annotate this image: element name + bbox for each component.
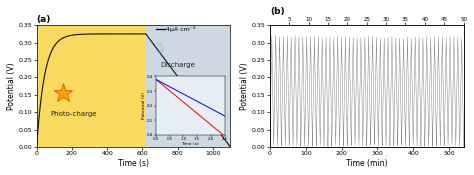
Text: (b): (b) (270, 7, 284, 16)
Text: ☽: ☽ (152, 40, 166, 56)
Text: (a): (a) (36, 15, 51, 24)
Y-axis label: Potential (V): Potential (V) (7, 62, 16, 110)
Text: Discharge: Discharge (160, 62, 195, 68)
Y-axis label: Potential (V): Potential (V) (240, 62, 249, 110)
Text: Photo-charge: Photo-charge (50, 111, 97, 117)
X-axis label: Time (s): Time (s) (118, 159, 149, 168)
X-axis label: Time (min): Time (min) (346, 159, 387, 168)
Bar (36, 25, 146, 147)
Text: 4μA cm⁻²: 4μA cm⁻² (166, 26, 196, 32)
Bar (146, 25, 230, 147)
